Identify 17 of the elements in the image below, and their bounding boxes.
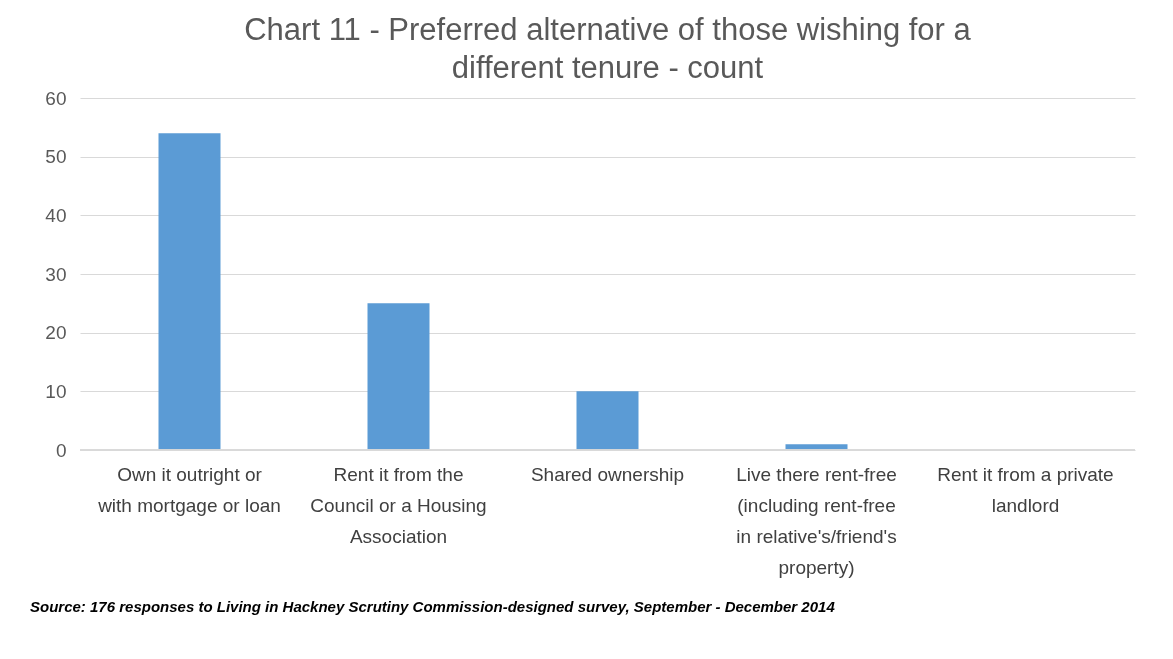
bar (576, 391, 639, 450)
x-tick-label: Live there rent-free (including rent-free in relative's/friend's property) (736, 464, 897, 578)
x-tick-label: Shared ownership (530, 464, 685, 485)
y-tick-label: 30 (45, 263, 67, 285)
x-tick-label: Rent it from a private landlord (937, 464, 1114, 516)
y-tick-label: 60 (45, 87, 67, 109)
x-tick-label: Rent it from the Council or a Housing Association (310, 464, 487, 547)
chart-title: Chart 11 - Preferred alternative of those wishing for a different tenure - count (244, 12, 972, 85)
y-tick-label: 40 (45, 204, 67, 226)
source-note: Source: 176 responses to Living in Hackney Scrutiny Commission-designed survey, September - December 2014 (30, 598, 836, 615)
bar (367, 303, 430, 450)
y-tick-label: 20 (45, 322, 67, 344)
bar (158, 133, 221, 450)
y-tick-label: 10 (45, 380, 67, 402)
x-tick-label: Own it outright or with mortgage or loan (97, 464, 281, 516)
y-tick-label: 0 (55, 439, 67, 461)
y-tick-label: 50 (45, 146, 67, 168)
